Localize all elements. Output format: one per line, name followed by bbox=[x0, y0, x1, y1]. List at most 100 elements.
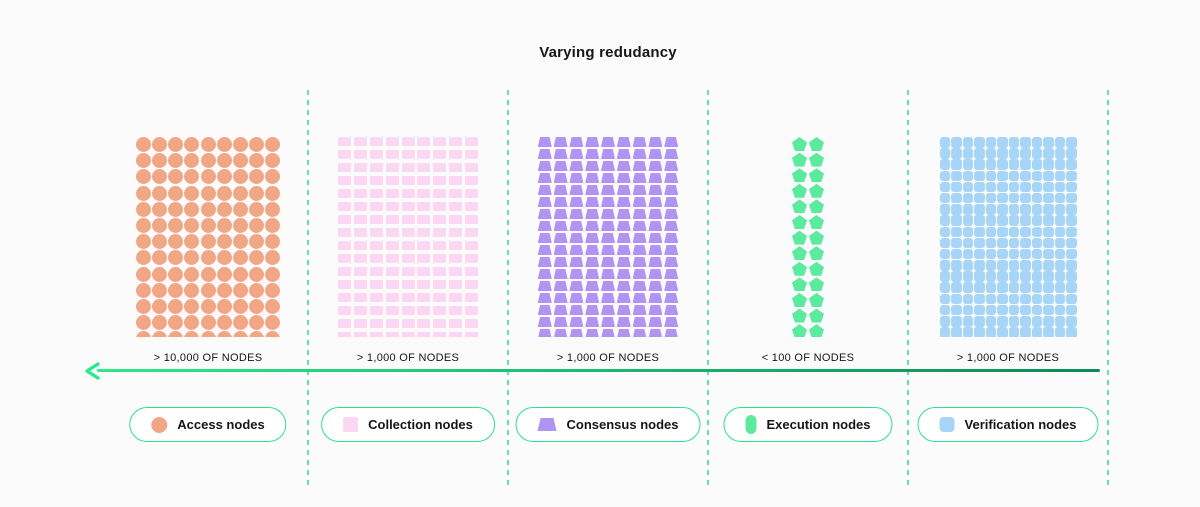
access-node bbox=[135, 153, 151, 169]
verification-node bbox=[962, 237, 973, 249]
consensus-node bbox=[585, 245, 600, 255]
consensus-node bbox=[664, 257, 679, 267]
collection-node bbox=[385, 137, 399, 146]
access-node bbox=[184, 137, 200, 152]
access-node bbox=[135, 315, 151, 331]
verification-node bbox=[1031, 159, 1042, 170]
collection-node bbox=[369, 306, 383, 315]
consensus-node bbox=[664, 197, 679, 207]
section-execution: < 100 OF NODES Execution nodes bbox=[708, 0, 909, 507]
collection-node bbox=[401, 137, 415, 146]
verification-node bbox=[1031, 137, 1042, 148]
collection-node bbox=[417, 241, 431, 250]
collection-node bbox=[338, 306, 352, 315]
collection-node bbox=[433, 215, 447, 224]
verification-node bbox=[951, 192, 962, 204]
collection-node bbox=[417, 176, 431, 185]
access-node bbox=[232, 234, 248, 250]
collection-node bbox=[417, 267, 431, 276]
verification-node bbox=[1054, 137, 1065, 148]
collection-node bbox=[354, 332, 368, 337]
legend-label: Consensus nodes bbox=[566, 417, 679, 432]
dashed-separator-line bbox=[707, 90, 709, 490]
consensus-node bbox=[601, 293, 615, 303]
verification-node bbox=[1008, 271, 1019, 282]
verification-node bbox=[951, 327, 962, 337]
collection-node bbox=[338, 176, 352, 185]
collection-node bbox=[464, 215, 478, 224]
collection-node bbox=[401, 267, 415, 276]
collection-node bbox=[464, 176, 478, 185]
legend-pill-collection[interactable]: Collection nodes bbox=[321, 407, 495, 442]
consensus-node bbox=[664, 161, 679, 171]
verification-node bbox=[1008, 137, 1019, 148]
consensus-node bbox=[664, 281, 679, 291]
verification-node bbox=[985, 237, 996, 249]
legend-pill-consensus[interactable]: Consensus nodes bbox=[515, 407, 701, 442]
access-node bbox=[200, 153, 216, 169]
consensus-node bbox=[664, 269, 679, 279]
access-node bbox=[249, 169, 265, 185]
access-node-grid bbox=[135, 137, 281, 337]
consensus-node bbox=[553, 185, 568, 195]
execution-node bbox=[792, 246, 807, 261]
access-node bbox=[151, 217, 167, 233]
access-node bbox=[232, 153, 248, 169]
access-node bbox=[184, 298, 200, 314]
execution-node bbox=[792, 324, 807, 337]
access-node bbox=[184, 331, 200, 337]
verification-node bbox=[974, 260, 985, 271]
collection-node bbox=[401, 293, 415, 302]
consensus-node bbox=[648, 137, 663, 147]
verification-node bbox=[997, 159, 1008, 170]
consensus-node bbox=[585, 257, 600, 267]
consensus-node bbox=[553, 317, 568, 327]
consensus-node bbox=[601, 185, 615, 195]
access-node bbox=[200, 137, 216, 152]
verification-node bbox=[1031, 237, 1042, 249]
consensus-node bbox=[537, 209, 552, 219]
verification-node bbox=[1043, 260, 1054, 271]
collection-node bbox=[401, 228, 415, 237]
execution-node bbox=[809, 292, 824, 307]
collection-node bbox=[369, 319, 383, 328]
collection-node bbox=[401, 332, 415, 337]
collection-node-grid bbox=[338, 137, 478, 337]
collection-node bbox=[433, 319, 447, 328]
consensus-node bbox=[601, 329, 615, 337]
consensus-node bbox=[664, 173, 679, 183]
verification-node bbox=[951, 304, 962, 316]
legend-pill-verification[interactable]: Verification nodes bbox=[917, 407, 1099, 442]
verification-node bbox=[1066, 159, 1077, 170]
collection-node bbox=[401, 202, 415, 211]
access-node bbox=[200, 169, 216, 185]
consensus-node bbox=[553, 209, 568, 219]
verification-node bbox=[1008, 181, 1019, 193]
access-node bbox=[232, 266, 248, 282]
collection-node bbox=[354, 293, 368, 302]
consensus-node bbox=[616, 221, 631, 231]
consensus-node bbox=[585, 269, 600, 279]
verification-node bbox=[1066, 204, 1077, 215]
collection-node bbox=[433, 293, 447, 302]
consensus-node bbox=[601, 245, 615, 255]
legend-pill-access[interactable]: Access nodes bbox=[129, 407, 287, 442]
access-node bbox=[232, 298, 248, 314]
collection-node bbox=[464, 241, 478, 250]
access-node bbox=[168, 185, 184, 201]
verification-node bbox=[1054, 271, 1065, 282]
consensus-node bbox=[553, 137, 568, 147]
access-node bbox=[232, 137, 248, 152]
consensus-node bbox=[648, 173, 663, 183]
legend-pill-execution[interactable]: Execution nodes bbox=[723, 407, 893, 442]
access-node bbox=[200, 282, 216, 298]
verification-node bbox=[974, 282, 985, 293]
access-node bbox=[168, 169, 184, 185]
access-node bbox=[232, 217, 248, 233]
verification-node bbox=[939, 304, 950, 316]
access-node bbox=[135, 137, 151, 152]
access-node bbox=[265, 185, 281, 201]
consensus-node bbox=[553, 329, 568, 337]
verification-node bbox=[974, 226, 985, 237]
consensus-node bbox=[616, 329, 631, 337]
